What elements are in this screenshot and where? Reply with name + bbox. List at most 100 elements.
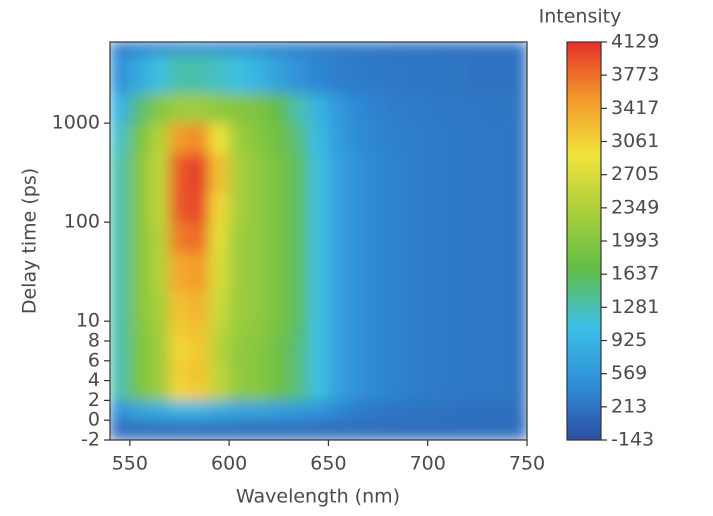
colorbar-tick-label: 213 (611, 395, 647, 417)
heat-cell (447, 152, 468, 193)
heat-cell (248, 42, 270, 55)
heat-cell (387, 251, 409, 292)
heat-cell (486, 221, 508, 253)
colorbar-title: Intensity (539, 6, 622, 28)
heat-cell (407, 53, 429, 94)
heat-cell (188, 419, 210, 440)
heat-cell (129, 360, 151, 382)
heat-cell (169, 42, 190, 55)
heat-cell (347, 340, 369, 362)
heat-cell (248, 191, 270, 223)
heat-cell (268, 251, 290, 292)
heat-cell (427, 42, 449, 55)
heat-cell (248, 152, 270, 193)
heat-cell (288, 251, 310, 292)
x-tick-label: 650 (310, 453, 346, 475)
heat-cell (228, 92, 250, 124)
heat-cell (169, 191, 190, 223)
heat-cell (110, 320, 131, 342)
heat-cell (407, 92, 429, 124)
heat-cell (427, 399, 449, 421)
heat-cell (347, 380, 369, 401)
heat-cell (506, 290, 527, 322)
heat-cell (466, 251, 488, 292)
heat-cell (367, 221, 389, 253)
heat-cell (347, 53, 369, 94)
heat-cell (288, 42, 310, 55)
heat-cell (248, 320, 270, 342)
heat-cell (228, 290, 250, 322)
heat-cell (208, 340, 230, 362)
heat-cell (248, 360, 270, 382)
heat-cell (347, 251, 369, 292)
heat-cell (367, 360, 389, 382)
heat-cell (427, 380, 449, 401)
heat-cell (308, 251, 329, 292)
y-axis-label: Delay time (ps) (19, 168, 41, 314)
heat-cell (188, 360, 210, 382)
heat-cell (427, 92, 449, 124)
heat-cell (149, 320, 171, 342)
heat-cell (367, 42, 389, 55)
colorbar-tick-label: 925 (611, 329, 647, 351)
y-tick-label: -2 (81, 429, 100, 451)
heat-cell (268, 152, 290, 193)
heat-cell (367, 340, 389, 362)
heat-cell (447, 122, 468, 154)
heat-cell (447, 221, 468, 253)
heat-cell (486, 122, 508, 154)
heat-cell (427, 122, 449, 154)
heat-cell (506, 221, 527, 253)
heat-cell (268, 191, 290, 223)
heat-cell (466, 221, 488, 253)
heat-cell (288, 380, 310, 401)
heat-cell (110, 152, 131, 193)
heat-cell (208, 42, 230, 55)
heat-cell (188, 42, 210, 55)
heat-cell (466, 360, 488, 382)
heat-cell (288, 419, 310, 440)
heat-cell (308, 380, 329, 401)
heat-cell (347, 42, 369, 55)
heat-cell (129, 42, 151, 55)
heat-cell (248, 92, 270, 124)
heat-cell (228, 152, 250, 193)
heat-cell (308, 221, 329, 253)
heatmap (110, 42, 527, 440)
heat-cell (169, 92, 190, 124)
heat-cell (407, 340, 429, 362)
heat-cell (466, 399, 488, 421)
colorbar-tick-label: 3417 (611, 97, 659, 119)
heat-cell (427, 419, 449, 440)
heat-cell (110, 290, 131, 322)
heat-cell (110, 53, 131, 94)
heat-cell (427, 152, 449, 193)
heat-cell (208, 399, 230, 421)
heat-cell (427, 340, 449, 362)
heat-cell (288, 152, 310, 193)
heat-cell (228, 380, 250, 401)
heat-cell (466, 419, 488, 440)
heat-cell (367, 399, 389, 421)
heat-cell (228, 399, 250, 421)
heat-cell (228, 340, 250, 362)
heat-cell (447, 320, 468, 342)
heat-cell (447, 92, 468, 124)
heat-cell (110, 92, 131, 124)
heat-cell (208, 320, 230, 342)
heat-cell (188, 122, 210, 154)
heat-cell (110, 340, 131, 362)
heat-cell (506, 152, 527, 193)
heat-cell (188, 340, 210, 362)
heat-cell (486, 290, 508, 322)
heat-cell (110, 191, 131, 223)
heat-cell (387, 340, 409, 362)
heat-cell (188, 380, 210, 401)
heat-cell (308, 92, 329, 124)
heat-cell (387, 320, 409, 342)
heat-cell (308, 340, 329, 362)
heat-cell (129, 380, 151, 401)
heat-cell (208, 419, 230, 440)
heat-cell (129, 122, 151, 154)
